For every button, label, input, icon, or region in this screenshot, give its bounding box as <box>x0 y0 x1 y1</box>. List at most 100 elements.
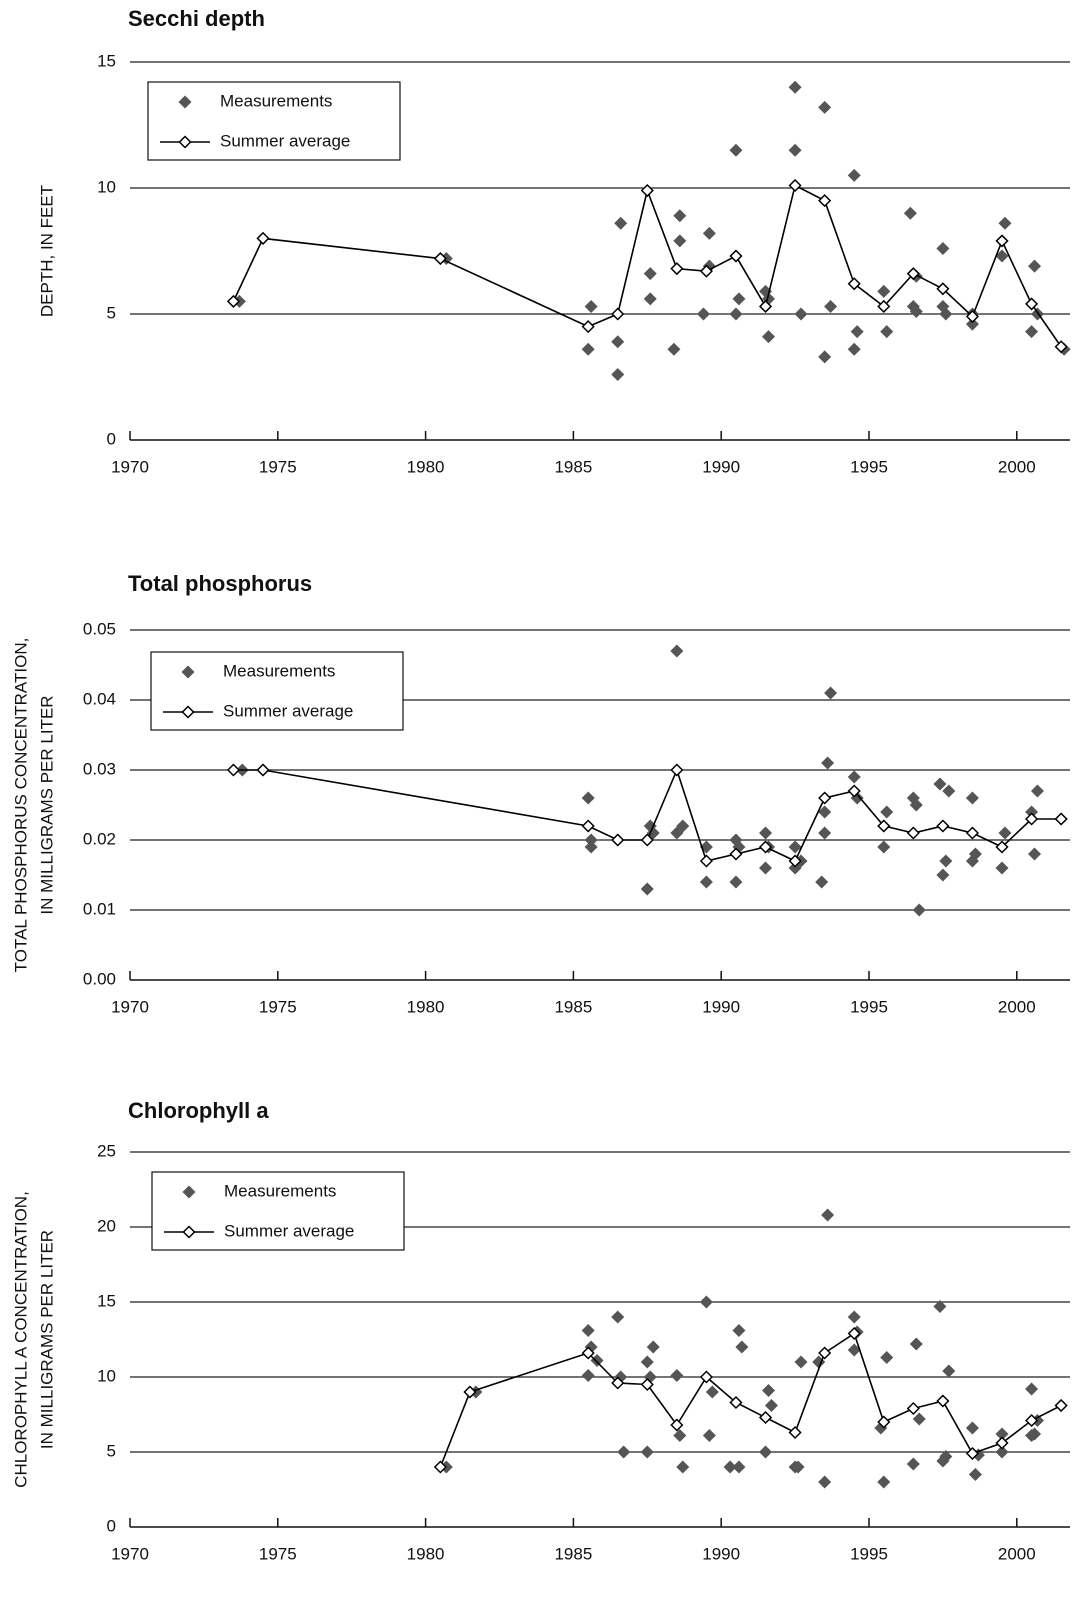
measurement-marker <box>764 1399 778 1412</box>
measurement-marker <box>998 826 1012 840</box>
y-axis-label: IN MILLIGRAMS PER LITER <box>37 1230 56 1449</box>
average-marker <box>995 1436 1009 1450</box>
x-tick-label: 1995 <box>850 1544 888 1563</box>
y-tick-label: 0.05 <box>83 619 116 638</box>
measurement-marker <box>968 847 982 861</box>
average-marker <box>1025 1413 1039 1428</box>
measurement-marker <box>818 826 832 840</box>
measurement-marker <box>584 833 598 847</box>
chart-title: Total phosphorus <box>128 571 312 596</box>
legend-marker <box>181 705 195 719</box>
y-tick-label: 25 <box>97 1141 116 1160</box>
measurement-marker <box>581 342 595 356</box>
measurement-marker <box>877 840 891 854</box>
average-marker <box>965 1446 980 1461</box>
x-tick-label: 1990 <box>702 997 740 1016</box>
legend-marker <box>182 1185 196 1199</box>
average-marker <box>906 267 920 281</box>
average-marker <box>581 819 595 833</box>
average-marker <box>611 1376 625 1390</box>
average-marker <box>581 1346 595 1360</box>
legend-label: Summer average <box>220 131 350 150</box>
measurement-marker <box>788 80 802 94</box>
x-tick-label: 1975 <box>259 997 297 1016</box>
y-axis-label: CHLOROPHYLL A CONCENTRATION, <box>11 1191 30 1488</box>
average-marker <box>818 791 832 805</box>
average-marker <box>611 833 625 847</box>
average-marker <box>965 309 980 324</box>
measurement-marker <box>729 875 743 889</box>
measurement-marker <box>699 1295 713 1309</box>
measurement-marker <box>939 1450 953 1463</box>
measurement-marker <box>821 756 835 770</box>
measurement-marker <box>903 206 917 220</box>
measurement-marker <box>705 1385 719 1399</box>
measurement-marker <box>942 1364 956 1378</box>
measurement-marker <box>676 819 690 833</box>
x-tick-label: 1980 <box>407 997 445 1016</box>
measurement-marker <box>912 1412 926 1426</box>
measurement-marker <box>880 1351 894 1364</box>
average-marker <box>640 1377 654 1392</box>
measurement-marker <box>673 1429 687 1442</box>
average-marker <box>936 1394 950 1408</box>
average-marker <box>847 277 861 291</box>
y-tick-label: 15 <box>97 1291 116 1310</box>
y-tick-label: 0.00 <box>83 969 116 988</box>
measurement-marker <box>998 216 1012 230</box>
average-line <box>439 1332 1062 1468</box>
average-marker <box>906 826 920 840</box>
measurement-marker <box>821 1208 835 1222</box>
average-marker <box>1054 340 1068 354</box>
x-tick-label: 1990 <box>702 457 740 476</box>
x-tick-label: 1975 <box>259 1544 297 1563</box>
average-marker <box>581 320 595 334</box>
average-marker <box>699 264 713 278</box>
measurement-marker <box>581 791 595 805</box>
x-tick-label: 1985 <box>554 1544 592 1563</box>
measurement-marker <box>723 1460 737 1474</box>
measurement-marker <box>847 1343 861 1357</box>
measurement-marker <box>643 292 657 306</box>
x-tick-label: 2000 <box>998 997 1036 1016</box>
y-tick-label: 20 <box>97 1216 116 1235</box>
measurement-marker <box>936 868 950 882</box>
y-tick-label: 0.02 <box>83 829 116 848</box>
average-marker <box>256 231 270 245</box>
measurement-marker <box>1028 1427 1042 1441</box>
measurement-marker <box>850 325 864 339</box>
measurement-marker <box>939 307 953 321</box>
average-marker <box>788 1425 802 1440</box>
measurement-marker <box>1030 784 1044 798</box>
measurement-marker <box>824 686 838 700</box>
legend-label: Measurements <box>220 91 332 110</box>
measurement-marker <box>909 1337 923 1351</box>
legend-marker <box>178 135 192 149</box>
measurement-marker <box>670 644 684 658</box>
average-marker <box>936 819 950 833</box>
average-marker <box>965 826 980 840</box>
legend-marker <box>178 95 192 109</box>
y-tick-label: 15 <box>97 51 116 70</box>
measurement-marker <box>791 1460 805 1474</box>
average-marker <box>463 1385 477 1399</box>
measurement-marker <box>880 805 894 819</box>
y-axis-label: TOTAL PHOSPHORUS CONCENTRATION, <box>11 638 30 973</box>
measurement-marker <box>732 292 746 306</box>
average-marker <box>788 854 802 868</box>
average-marker <box>640 833 654 847</box>
x-tick-label: 1990 <box>702 1544 740 1563</box>
measurement-marker <box>667 342 681 356</box>
y-tick-label: 10 <box>97 1366 116 1385</box>
y-axis-label: IN MILLIGRAMS PER LITER <box>37 695 56 914</box>
measurement-marker <box>942 784 956 798</box>
measurement-marker <box>702 1429 716 1442</box>
measurement-marker <box>909 798 923 812</box>
average-marker <box>995 840 1009 854</box>
y-tick-label: 5 <box>107 303 116 322</box>
y-tick-label: 0.04 <box>83 689 116 708</box>
average-marker <box>1025 812 1039 826</box>
measurement-marker <box>847 342 861 356</box>
measurement-marker <box>614 216 628 230</box>
